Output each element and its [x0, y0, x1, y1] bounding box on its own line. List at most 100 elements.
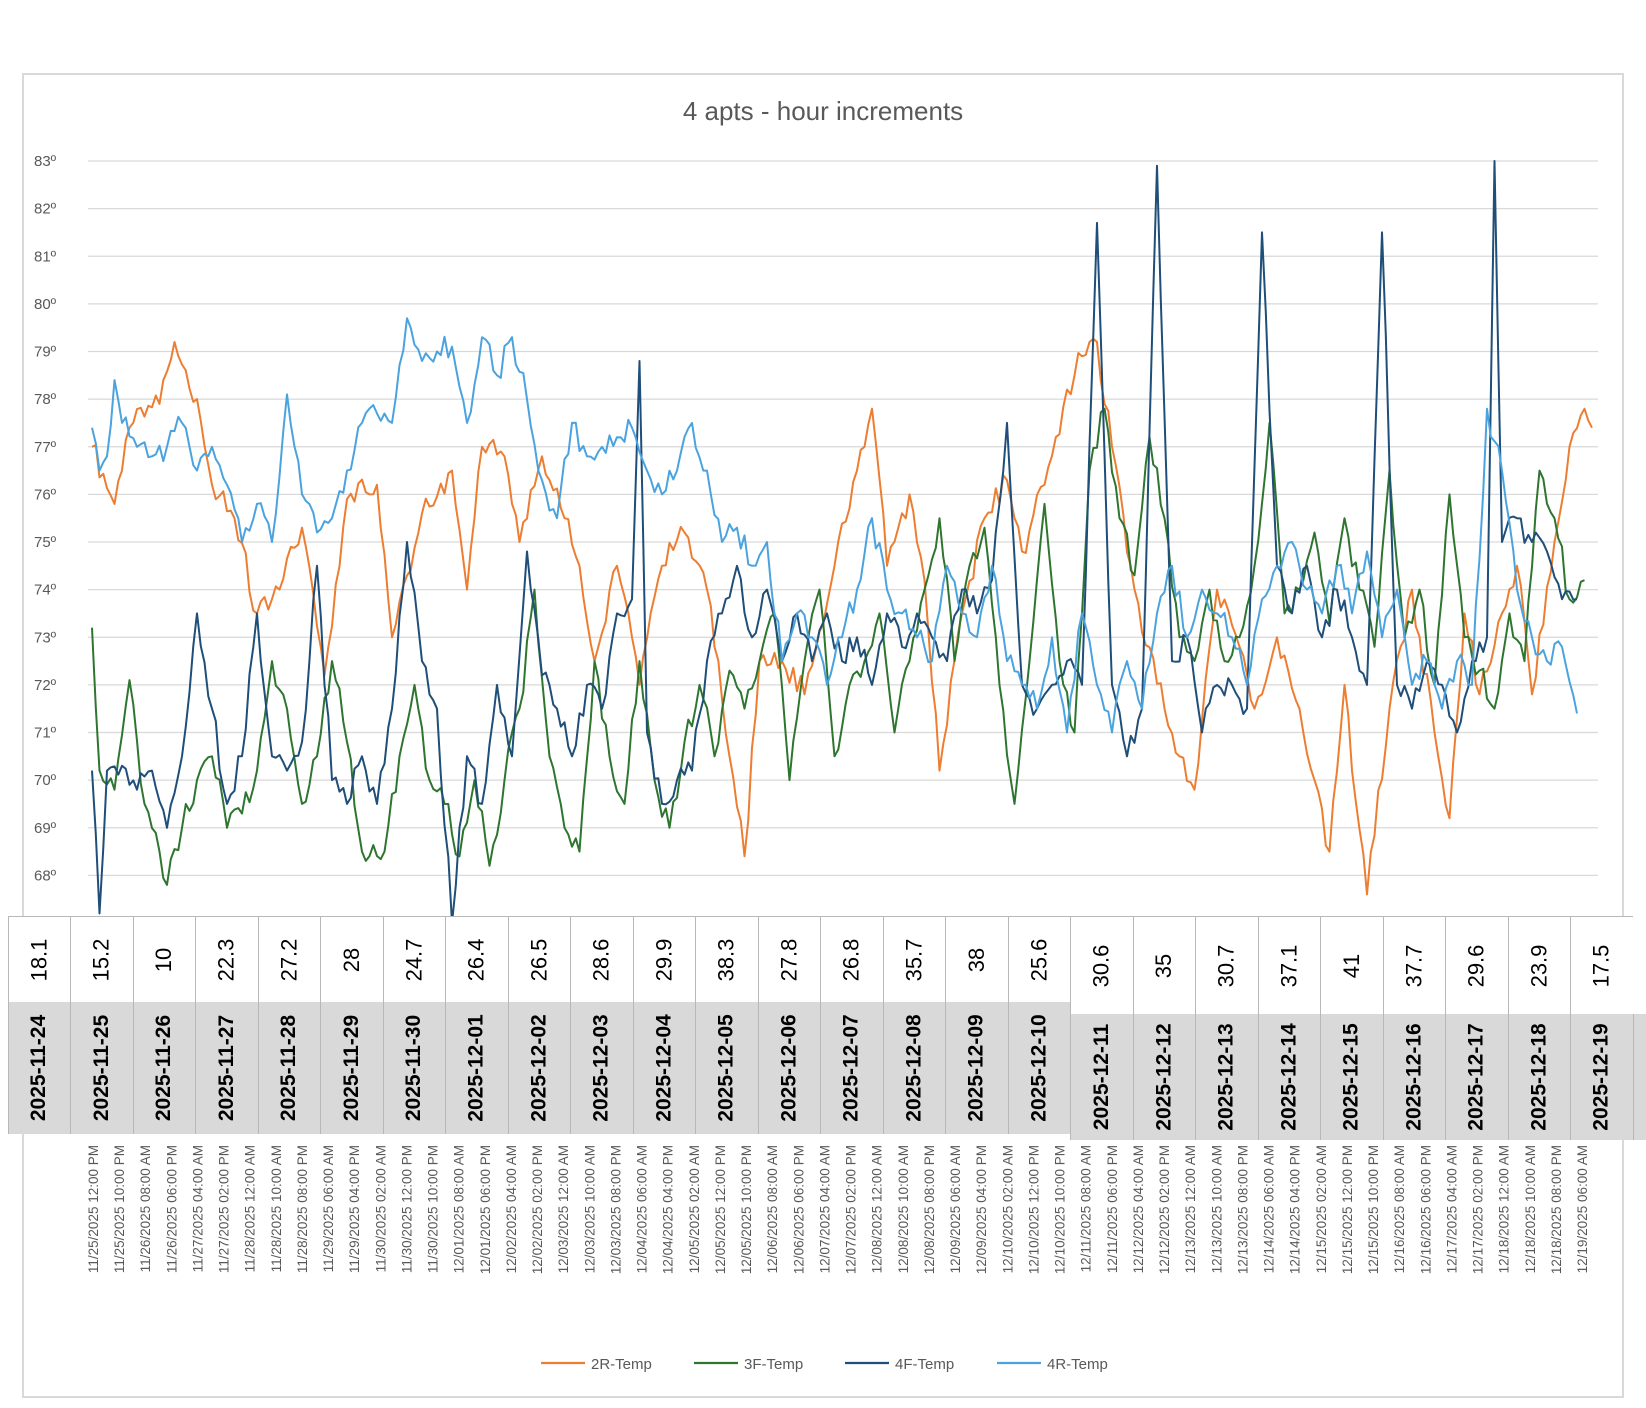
overlay-date: 2025-12-01: [464, 1014, 488, 1122]
overlay-value: 25.6: [1026, 938, 1052, 981]
overlay-value-cell: 29.9: [632, 916, 695, 1002]
overlay-date: 2025-12-07: [839, 1014, 863, 1122]
overlay-value: 38.3: [713, 938, 739, 981]
overlay-value-cell: 38: [945, 916, 1008, 1002]
overlay-value: 30.7: [1213, 944, 1239, 987]
overlay-date-cell: 2025-12-19: [1570, 1014, 1633, 1140]
overlay-date-cell: 2025-12-02: [507, 1002, 570, 1134]
overlay-value-cell: 23.9: [1507, 916, 1570, 1014]
y-tick-label: 77º: [34, 439, 57, 456]
overlay-value: 24.7: [401, 938, 427, 981]
x-tick-label: 11/26/2025 08:00 AM: [138, 1145, 153, 1272]
legend-label: 4F-Temp: [895, 1356, 954, 1373]
y-tick-label: 76º: [34, 486, 57, 503]
y-tick-label: 81º: [34, 248, 57, 265]
overlay-value-cell: 18.1: [8, 916, 70, 1002]
overlay-date: 2025-12-04: [652, 1014, 676, 1122]
overlay-value-cell: 28: [320, 916, 383, 1002]
x-tick-label: 12/08/2025 08:00 PM: [922, 1145, 937, 1274]
overlay-value-cell: 30.7: [1195, 916, 1258, 1014]
y-axis-ticks: 83º 82º 81º 80º 79º 78º 77º 76º 75º 74º 73º 72º 71º 7…: [34, 153, 57, 932]
overlay-value: 28.6: [588, 938, 614, 981]
overlay-date: 2025-11-26: [152, 1014, 176, 1122]
x-tick-label: 12/18/2025 10:00 AM: [1523, 1145, 1538, 1273]
overlay-value: 10: [151, 947, 177, 972]
overlay-date-cell: 2025-12-05: [695, 1002, 758, 1134]
overlay-value-cell: 35.7: [882, 916, 945, 1002]
overlay-value: 17.5: [1588, 944, 1614, 987]
x-tick-label: 12/18/2025 12:00 AM: [1497, 1145, 1512, 1273]
overlay-value-cell: 30.6: [1070, 916, 1133, 1014]
overlay-date: 2025-12-08: [902, 1014, 926, 1122]
overlay-date: 2025-11-28: [277, 1014, 301, 1122]
overlay-value-cell: 25.6: [1007, 916, 1070, 1002]
legend-label: 2R-Temp: [591, 1356, 652, 1373]
overlay-date-cell: 2025-11-29: [320, 1002, 383, 1134]
x-tick-label: 12/02/2025 02:00 PM: [530, 1145, 545, 1274]
x-tick-label: 11/29/2025 06:00 AM: [321, 1145, 336, 1272]
overlay-date: 2025-12-09: [964, 1014, 988, 1122]
x-tick-label: 11/28/2025 10:00 AM: [269, 1145, 284, 1272]
overlay-value-cell: 27.8: [757, 916, 820, 1002]
overlay-date-cell: 2025-12-16: [1382, 1014, 1445, 1140]
overlay-value: 26.8: [838, 938, 864, 981]
y-tick-label: 82º: [34, 201, 57, 218]
overlay-date: 2025-12-18: [1527, 1023, 1551, 1131]
x-tick-label: 12/13/2025 10:00 AM: [1209, 1145, 1224, 1273]
series-line-4r-temp: [91, 317, 1578, 734]
overlay-value-cell: 26.4: [445, 916, 508, 1002]
y-tick-label: 83º: [34, 153, 57, 170]
overlay-date-cell: 2025-11-24: [8, 1002, 70, 1134]
x-tick-label: 12/12/2025 04:00 AM: [1131, 1145, 1146, 1273]
x-tick-label: 12/09/2025 06:00 AM: [948, 1145, 963, 1273]
overlay-tail: [1632, 1014, 1646, 1140]
x-tick-label: 11/30/2025 12:00 PM: [400, 1145, 415, 1273]
y-tick-label: 72º: [34, 677, 57, 694]
x-tick-label: 12/04/2025 06:00 AM: [635, 1145, 650, 1273]
x-tick-label: 12/05/2025 02:00 AM: [687, 1145, 702, 1273]
overlay-value: 18.1: [26, 938, 52, 981]
overlay-date-cell: 2025-12-03: [570, 1002, 633, 1134]
x-tick-label: 11/30/2025 02:00 AM: [373, 1145, 388, 1272]
x-tick-label: 11/29/2025 04:00 PM: [347, 1145, 362, 1273]
overlay-date-cell: 2025-12-07: [820, 1002, 883, 1134]
x-tick-label: 11/27/2025 02:00 PM: [217, 1145, 232, 1273]
x-tick-label: 12/12/2025 02:00 PM: [1157, 1145, 1172, 1274]
y-tick-label: 71º: [34, 725, 57, 742]
overlay-date: 2025-11-30: [402, 1014, 426, 1122]
x-tick-label: 11/30/2025 10:00 PM: [426, 1145, 441, 1273]
overlay-value: 27.2: [276, 938, 302, 981]
x-tick-label: 12/11/2025 08:00 AM: [1079, 1145, 1094, 1272]
overlay-value-cell: 15.2: [70, 916, 133, 1002]
overlay-date-cell: 2025-11-28: [257, 1002, 320, 1134]
chart-title: 4 apts - hour increments: [683, 96, 963, 126]
overlay-value: 22.3: [213, 938, 239, 981]
x-tick-label: 11/25/2025 12:00 PM: [86, 1145, 101, 1273]
overlay-value: 29.6: [1463, 944, 1489, 987]
overlay-date: 2025-12-06: [777, 1014, 801, 1122]
overlay-date-cell: 2025-12-14: [1257, 1014, 1320, 1140]
overlay-value-cell: 37.7: [1382, 916, 1445, 1014]
overlay-value-cell: 10: [132, 916, 195, 1002]
overlay-value-cell: 26.5: [507, 916, 570, 1002]
y-tick-label: 78º: [34, 391, 57, 408]
overlay-date: 2025-12-10: [1027, 1014, 1051, 1122]
overlay-value: 38: [963, 947, 989, 972]
overlay-date-cell: 2025-12-09: [945, 1002, 1008, 1134]
x-tick-label: 12/15/2025 02:00 AM: [1314, 1145, 1329, 1273]
overlay-date: 2025-11-24: [27, 1014, 51, 1122]
x-tick-label: 12/19/2025 06:00 AM: [1575, 1145, 1590, 1273]
x-tick-label: 12/03/2025 08:00 PM: [609, 1145, 624, 1274]
x-tick-label: 12/15/2025 12:00 PM: [1340, 1145, 1355, 1274]
overlay-date: 2025-11-29: [339, 1014, 363, 1122]
x-tick-label: 12/14/2025 04:00 PM: [1288, 1145, 1303, 1274]
series-line-2r-temp: [91, 337, 1593, 896]
x-tick-label: 12/08/2025 12:00 AM: [870, 1145, 885, 1273]
legend-label: 3F-Temp: [744, 1356, 803, 1373]
overlay-date: 2025-12-05: [714, 1014, 738, 1122]
overlay-date: 2025-12-19: [1589, 1023, 1613, 1131]
x-tick-label: 12/05/2025 12:00 PM: [713, 1145, 728, 1274]
overlay-value-cell: 37.1: [1257, 916, 1320, 1014]
overlay-value: 37.7: [1401, 944, 1427, 987]
